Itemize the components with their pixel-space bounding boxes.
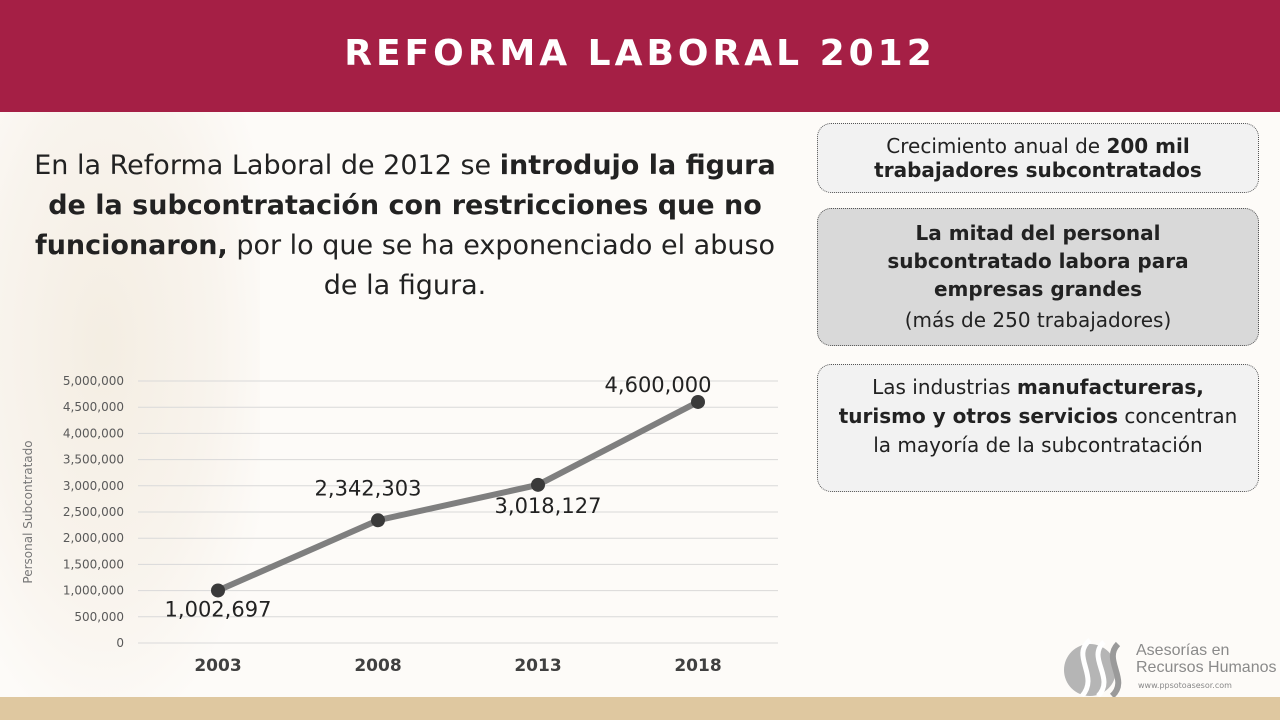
intro-text: En la Reforma Laboral de 2012 se introdu…	[20, 146, 790, 306]
card-large-companies: La mitad del personal subcontratado labo…	[817, 208, 1259, 346]
y-tick-label: 500,000	[74, 610, 124, 624]
data-point	[691, 394, 705, 409]
data-label: 1,002,697	[165, 597, 272, 621]
data-label: 3,018,127	[495, 494, 602, 518]
card-industries: Las industrias manufactureras, turismo y…	[817, 364, 1259, 492]
intro-part1: En la Reforma Laboral de 2012 se	[34, 150, 500, 181]
y-tick-label: 5,000,000	[63, 374, 124, 388]
line-chart: 0 500,000 1,000,000 1,500,000 2,000,000 2,500…	[21, 373, 778, 676]
y-tick-label: 1,500,000	[63, 557, 124, 571]
card-growth: Crecimiento anual de 200 mil trabajadore…	[817, 123, 1259, 193]
card-bold: manufactureras, turismo y otros servicio…	[838, 375, 1204, 428]
logo-mark-icon	[1064, 638, 1122, 698]
card-text: Crecimiento anual de	[886, 134, 1107, 158]
y-tick-label: 4,500,000	[63, 400, 124, 414]
data-label: 2,342,303	[315, 476, 422, 500]
y-tick-label: 3,000,000	[63, 479, 124, 493]
card-text: concentran la mayoría de la subcontratac…	[873, 404, 1238, 457]
logo-url: www.ppsotoasesor.com	[1138, 681, 1232, 690]
logo-text: Asesorías en Recursos Humanos	[1136, 642, 1277, 676]
x-tick-label: 2018	[674, 656, 721, 676]
card-bold: 200 mil trabajadores subcontratados	[874, 134, 1202, 182]
card-text: (más de 250 trabajadores)	[904, 308, 1172, 332]
data-point	[531, 477, 545, 492]
data-label: 4,600,000	[605, 373, 712, 397]
series-line	[216, 399, 700, 594]
footer-band	[0, 697, 1280, 720]
card-bold: La mitad del personal subcontratado labo…	[887, 221, 1189, 301]
y-tick-label: 0	[116, 636, 124, 650]
x-tick-label: 2008	[354, 656, 401, 676]
background-pattern	[0, 112, 260, 697]
x-tick-label: 2013	[514, 656, 561, 676]
company-logo: Asesorías en Recursos Humanos www.ppsotoa…	[1060, 636, 1277, 698]
x-tick-label: 2003	[194, 656, 241, 676]
y-tick-label: 1,000,000	[63, 584, 124, 598]
y-axis-label: Personal Subcontratado	[21, 440, 35, 583]
data-point	[371, 513, 385, 528]
card-text: Las industrias	[872, 375, 1017, 399]
logo-line1: Asesorías en	[1136, 642, 1230, 659]
logo-line2: Recursos Humanos	[1136, 659, 1277, 676]
intro-bold: introdujo la figura de la subcontratació…	[34, 150, 776, 261]
intro-part2: por lo que se ha exponenciado el abuso d…	[227, 230, 776, 301]
data-point	[211, 583, 225, 598]
y-tick-label: 4,000,000	[63, 426, 124, 440]
page-title: REFORMA LABORAL 2012	[344, 32, 936, 74]
y-tick-label: 2,000,000	[63, 531, 124, 545]
y-tick-label: 3,500,000	[63, 453, 124, 467]
y-tick-label: 2,500,000	[63, 505, 124, 519]
header-banner: REFORMA LABORAL 2012	[0, 0, 1280, 112]
